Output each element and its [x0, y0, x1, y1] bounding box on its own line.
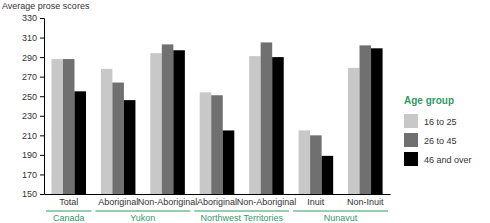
bar [51, 59, 63, 194]
bar [200, 92, 212, 194]
x-tick: Non-Aboriginal [237, 197, 297, 207]
y-tick-mark [40, 96, 44, 97]
legend-swatch [404, 114, 418, 128]
y-tick: 290 [22, 52, 44, 62]
y-tick: 190 [22, 150, 44, 160]
bar [162, 44, 174, 194]
y-tick-label: 170 [22, 170, 37, 180]
x-tick: Aboriginal [197, 197, 237, 207]
legend-label: 46 and over [424, 155, 472, 165]
bar [299, 130, 311, 194]
bar [124, 100, 136, 194]
y-tick-label: 270 [22, 72, 37, 82]
y-axis-line [40, 19, 45, 195]
y-tick-mark [40, 116, 44, 117]
group-label: Yukon [130, 213, 155, 223]
y-axis: 150 170 190 210 230 250 270 290 310 330 [22, 13, 45, 199]
y-tick-label: 210 [22, 131, 37, 141]
y-tick: 330 [22, 13, 44, 23]
group-rule [46, 211, 91, 212]
bar [101, 69, 113, 194]
x-tick: Total [59, 197, 78, 207]
y-tick-label: 190 [22, 150, 37, 160]
x-tick-label: Inuit [307, 197, 325, 207]
group-labels: Canada Yukon Northwest Territories Nunavut [46, 211, 388, 223]
y-axis-title: Average prose scores [2, 1, 90, 11]
group-label: Canada [53, 213, 85, 223]
y-tick-mark [40, 174, 44, 175]
bar [249, 56, 261, 194]
bar [74, 91, 86, 194]
legend-swatch [404, 152, 418, 166]
y-tick: 310 [22, 33, 44, 43]
legend-label: 26 to 45 [424, 136, 457, 146]
group-label: Northwest Territories [201, 213, 284, 223]
y-tick-label: 230 [22, 111, 37, 121]
bar [371, 48, 383, 194]
y-tick-mark [40, 194, 44, 195]
y-tick: 210 [22, 131, 44, 141]
group-label: Nunavut [324, 213, 358, 223]
y-tick-mark [40, 38, 44, 39]
y-tick-mark [40, 135, 44, 136]
group-rule [293, 211, 388, 212]
plot: 150 170 190 210 230 250 270 290 310 330 Total Abori… [22, 13, 391, 223]
bar [211, 95, 223, 194]
bar [360, 45, 372, 194]
legend: Age group 16 to 25 26 to 45 46 and over [404, 95, 472, 166]
x-tick: Non-Aboriginal [138, 197, 198, 207]
bar [173, 50, 185, 194]
x-tick-label: Non-Inuit [347, 197, 384, 207]
y-tick-label: 290 [22, 52, 37, 62]
legend-swatch [404, 133, 418, 147]
x-tick-label: Non-Aboriginal [237, 197, 297, 207]
y-tick: 150 [22, 189, 44, 199]
y-tick-label: 150 [22, 189, 37, 199]
y-tick-mark [40, 57, 44, 58]
group-rule [194, 211, 289, 212]
y-tick-mark [40, 155, 44, 156]
y-tick: 230 [22, 111, 44, 121]
bar [150, 53, 162, 194]
x-tick: Non-Inuit [347, 197, 384, 207]
y-tick-label: 330 [22, 13, 37, 23]
group-rule [95, 211, 190, 212]
x-tick-label: Aboriginal [197, 197, 237, 207]
y-tick-label: 310 [22, 33, 37, 43]
x-tick-label: Total [59, 197, 78, 207]
y-tick-mark [40, 18, 44, 19]
y-tick: 270 [22, 72, 44, 82]
bar [272, 57, 284, 194]
y-tick: 250 [22, 92, 44, 102]
legend-title: Age group [404, 95, 454, 106]
bar [322, 156, 334, 194]
x-tick: Inuit [307, 197, 325, 207]
bar [223, 130, 235, 194]
legend-label: 16 to 25 [424, 117, 457, 127]
bar [63, 59, 75, 194]
chart: 150 170 190 210 230 250 270 290 310 330 Total Abori… [0, 0, 490, 223]
y-tick-mark [40, 77, 44, 78]
bar [261, 42, 273, 194]
y-tick-label: 250 [22, 92, 37, 102]
x-tick-label: Non-Aboriginal [138, 197, 198, 207]
x-tick-label: Aboriginal [98, 197, 138, 207]
x-tick: Aboriginal [98, 197, 138, 207]
bars [51, 42, 382, 194]
bar [112, 83, 124, 194]
bar [310, 135, 322, 194]
x-axis: TotalAboriginalNon-AboriginalAboriginalN… [45, 195, 391, 208]
y-tick: 170 [22, 170, 44, 180]
x-axis-line [45, 194, 391, 195]
bar [348, 68, 360, 194]
